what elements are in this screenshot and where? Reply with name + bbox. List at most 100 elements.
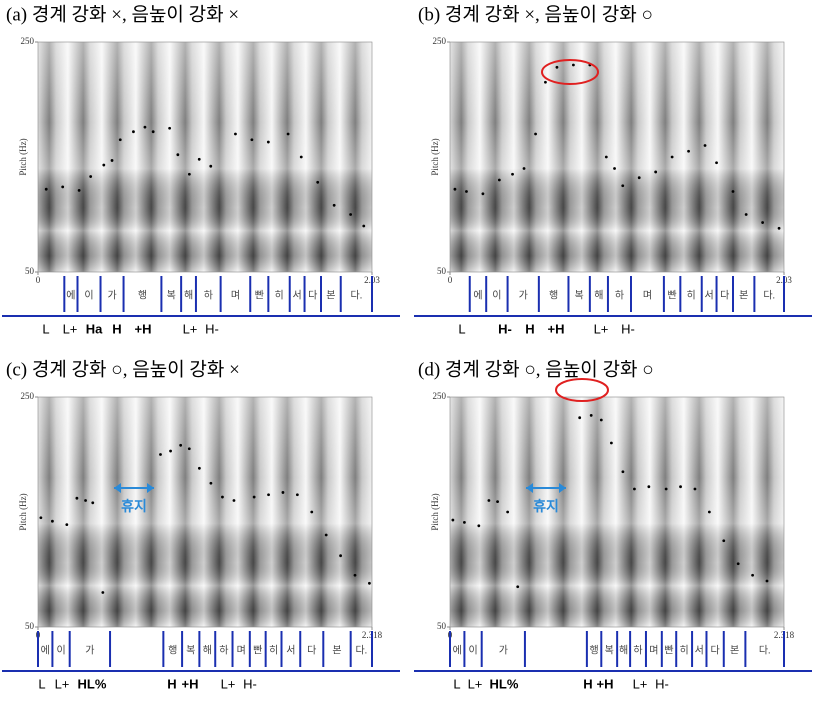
syllable: 며 [643, 289, 652, 301]
pitch-point [187, 447, 191, 451]
plot-frame [37, 396, 373, 628]
y-tick-label: 50 [25, 621, 35, 631]
pitch-point [169, 449, 172, 453]
pitch-point [159, 453, 162, 456]
syllable: 가 [107, 289, 116, 301]
pitch-point [316, 180, 320, 184]
syllable: 해 [619, 643, 628, 656]
syllable: 다 [711, 644, 720, 656]
tone-label: H [112, 321, 121, 336]
pitch-point [84, 499, 87, 502]
pitch-point [578, 416, 582, 420]
pitch-point [463, 520, 466, 524]
plot-frame [449, 396, 785, 628]
pitch-point [51, 519, 54, 523]
syllable: 복 [186, 644, 195, 656]
tone-label: +H [548, 321, 565, 336]
pitch-point [664, 487, 668, 491]
syllable: 하 [615, 288, 624, 301]
pitch-point [693, 487, 697, 491]
plot-frame [449, 41, 785, 273]
y-axis-label: Pitch (Hz) [18, 138, 28, 175]
syllable: 해 [184, 288, 193, 301]
pitch-point [234, 132, 237, 136]
pitch-point [368, 581, 371, 585]
y-axis-label: Pitch (Hz) [430, 138, 440, 175]
panel-title: (d) 경계 강화 ○, 음높이 강화 ○ [418, 358, 654, 380]
syllable: 에 [473, 289, 482, 301]
pitch-point [101, 591, 105, 594]
tone-label: H- [655, 676, 669, 691]
syllable: 본 [326, 289, 335, 301]
syllable: 에 [453, 644, 462, 656]
pitch-point [715, 161, 718, 165]
syllable: 가 [85, 644, 94, 656]
pitch-point [487, 499, 491, 502]
syllable: 빤 [253, 644, 262, 656]
pitch-point [497, 178, 501, 182]
tone-label: HL% [78, 676, 107, 691]
tone-label: HL% [490, 676, 519, 691]
panel-title: (a) 경계 강화 ×, 음높이 강화 × [6, 3, 239, 25]
panel-title: (c) 경계 강화 ○, 음높이 강화 × [6, 358, 240, 380]
syllable: 행 [589, 644, 598, 656]
syllable: 복 [167, 289, 176, 301]
tone-label: H [167, 676, 176, 691]
pitch-point [647, 485, 651, 489]
tone-label: L [42, 321, 49, 336]
pitch-point [286, 132, 290, 136]
pitch-point [143, 125, 147, 129]
tone-label: +H [182, 676, 199, 691]
panel: (d) 경계 강화 ○, 음높이 강화 ○5025002.318Pitch (H… [414, 358, 812, 691]
pitch-point [679, 485, 682, 489]
panel: (c) 경계 강화 ○, 음높이 강화 ×5025002.318Pitch (H… [2, 358, 400, 691]
pitch-point [637, 176, 641, 180]
syllable: 이 [492, 289, 501, 301]
plot-frame [37, 41, 373, 273]
syllable: 며 [649, 644, 658, 656]
syllable: 본 [730, 644, 739, 656]
syllable: 다 [307, 644, 316, 656]
tone-label: L+ [63, 321, 78, 336]
tone-label: L [458, 321, 465, 336]
pitch-point [102, 163, 106, 167]
syllable: 서 [293, 289, 302, 301]
pause-label: 휴지 [121, 499, 147, 515]
pitch-point [453, 187, 457, 191]
pitch-point [209, 164, 213, 168]
pitch-point [534, 132, 537, 136]
syllable: 다. [351, 289, 363, 301]
syllable: 히 [274, 289, 283, 301]
tone-label: H [583, 676, 592, 691]
pitch-point [110, 159, 114, 162]
x-tick-label: 0 [36, 275, 41, 285]
pitch-point [613, 167, 616, 170]
tone-label: H- [621, 321, 635, 336]
syllable: 빤 [664, 644, 673, 656]
pitch-point [589, 414, 593, 417]
syllable: 에 [41, 644, 50, 656]
pitch-point [267, 493, 270, 497]
tone-label: L+ [221, 676, 236, 691]
pitch-point [522, 167, 526, 170]
syllable: 빤 [255, 289, 264, 301]
syllable: 행 [138, 289, 147, 301]
pitch-point [765, 579, 769, 583]
y-tick-label: 250 [21, 391, 35, 401]
y-tick-label: 50 [437, 621, 447, 631]
pitch-point [197, 466, 201, 470]
pitch-point [176, 153, 180, 157]
pitch-point [621, 470, 625, 474]
pitch-point [209, 481, 213, 485]
syllable: 하 [633, 643, 642, 656]
pitch-point [332, 203, 336, 207]
syllable: 서 [286, 644, 295, 656]
pitch-point [353, 573, 357, 577]
pitch-point [75, 496, 79, 500]
pitch-point [511, 172, 514, 176]
syllable: 하 [219, 643, 228, 656]
highlight-circle [541, 59, 599, 85]
syllable: 히 [680, 644, 689, 656]
y-tick-label: 50 [25, 266, 35, 276]
